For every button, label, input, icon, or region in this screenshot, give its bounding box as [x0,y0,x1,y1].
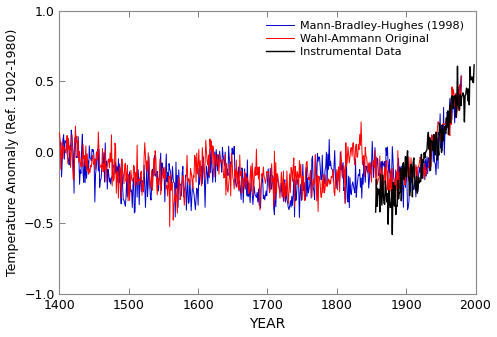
Mann-Bradley-Hughes (1998) [57,135,63,139]
Instrumental Data [373,210,379,214]
Mann-Bradley-Hughes (1998) [186,200,192,204]
Line: Instrumental Data: Instrumental Data [376,65,474,235]
Instrumental Data [407,194,413,198]
Instrumental Data [381,201,387,205]
Instrumental Data [414,175,419,179]
Instrumental Data [417,179,423,183]
Mann-Bradley-Hughes (1998) [261,193,267,197]
Line: Mann-Bradley-Hughes (1998): Mann-Bradley-Hughes (1998) [60,76,462,217]
X-axis label: YEAR: YEAR [249,317,286,332]
Wahl-Ammann Original [62,148,68,152]
Wahl-Ammann Original [262,177,268,181]
Y-axis label: Temperature Anomaly (Ref. 1902-1980): Temperature Anomaly (Ref. 1902-1980) [5,29,18,276]
Instrumental Data [389,233,395,237]
Mann-Bradley-Hughes (1998) [459,85,465,89]
Mann-Bradley-Hughes (1998) [458,74,464,78]
Wahl-Ammann Original [166,225,172,229]
Wahl-Ammann Original [187,183,193,187]
Instrumental Data [471,63,477,67]
Mann-Bradley-Hughes (1998) [62,139,68,143]
Mann-Bradley-Hughes (1998) [271,213,277,217]
Wahl-Ammann Original [459,74,465,78]
Instrumental Data [376,187,382,191]
Wahl-Ammann Original [61,144,67,148]
Legend: Mann-Bradley-Hughes (1998), Wahl-Ammann Original, Instrumental Data: Mann-Bradley-Hughes (1998), Wahl-Ammann … [264,19,466,59]
Line: Wahl-Ammann Original: Wahl-Ammann Original [60,76,462,227]
Wahl-Ammann Original [335,169,341,173]
Instrumental Data [399,183,405,187]
Mann-Bradley-Hughes (1998) [296,215,302,219]
Mann-Bradley-Hughes (1998) [335,169,341,173]
Mann-Bradley-Hughes (1998) [61,133,67,137]
Wahl-Ammann Original [57,131,63,135]
Wahl-Ammann Original [272,197,278,202]
